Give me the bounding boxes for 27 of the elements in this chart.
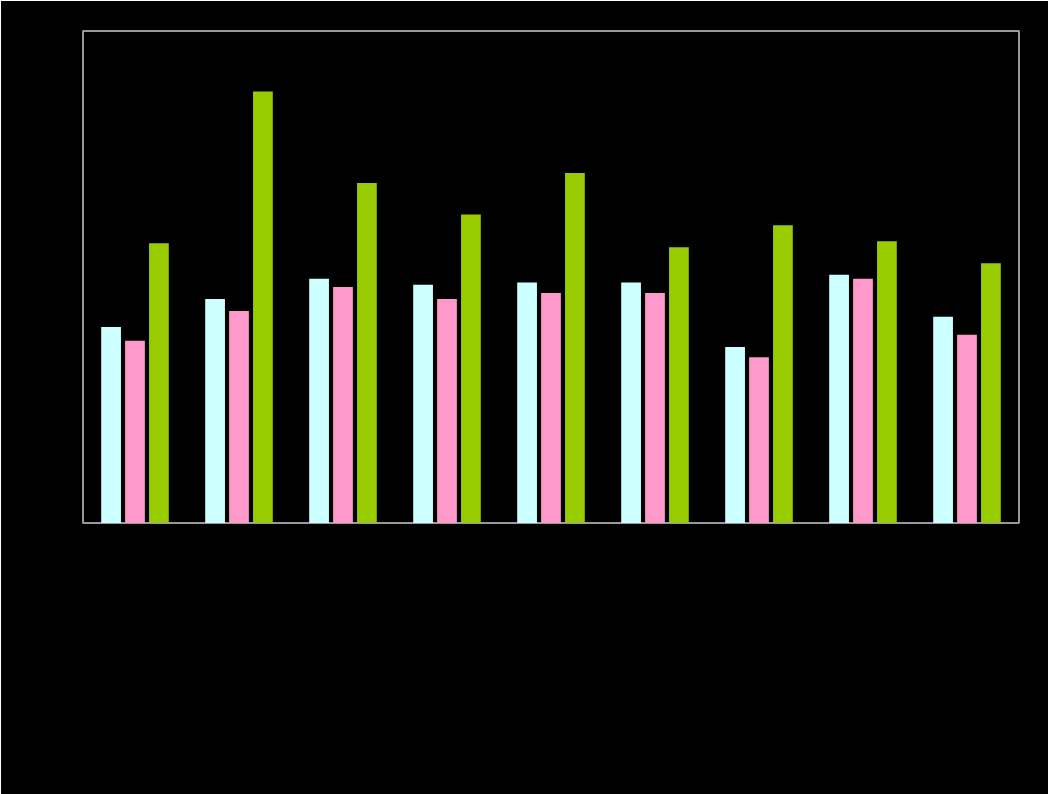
bar [461,214,481,523]
bar [749,357,769,523]
bar [957,334,977,523]
bar [413,284,433,523]
bar [541,292,561,523]
bar [125,340,145,523]
bar [333,286,353,523]
bar [565,172,585,523]
bar [437,299,457,523]
bar [205,299,225,523]
bar [669,247,689,523]
bar [773,225,793,523]
bar [725,346,745,523]
bar [253,91,273,523]
bar [309,278,329,523]
bar [101,327,121,523]
bar [877,241,897,523]
bar [517,282,537,523]
bar [229,311,249,523]
bar [645,292,665,523]
bar [149,243,169,523]
bar [933,316,953,523]
bar [853,278,873,523]
bar [829,274,849,523]
bar [621,282,641,523]
bar [981,263,1001,523]
bar [357,182,377,523]
